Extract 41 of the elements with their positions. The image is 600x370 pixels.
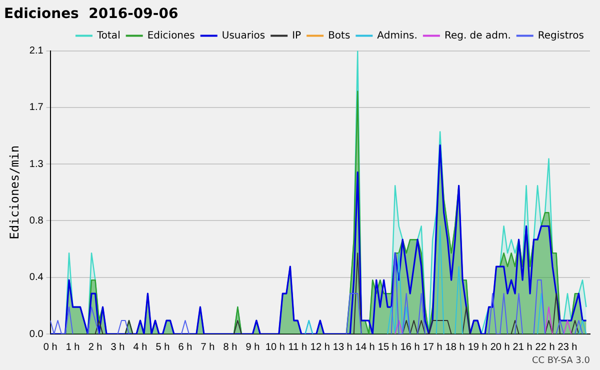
x-tick-label: 13 h xyxy=(332,342,352,353)
x-tick-label: 2 h xyxy=(88,342,102,353)
y-tick-label: 1.7 xyxy=(29,102,44,114)
x-tick-label: 20 h xyxy=(490,342,510,353)
x-tick-label: 11 h xyxy=(288,342,308,353)
x-tick-label: 23 h xyxy=(558,342,578,353)
y-tick-label: 2.1 xyxy=(29,46,44,57)
legend-label: IP xyxy=(292,30,302,42)
legend-label: Usuarios xyxy=(222,30,266,42)
chart-title: Ediciones 2016-09-06 xyxy=(4,6,178,22)
x-tick-label: 15 h xyxy=(378,342,398,353)
x-tick-label: 19 h xyxy=(468,342,488,353)
x-tick-label: 1 h xyxy=(66,342,80,353)
legend-label: Bots xyxy=(328,30,350,42)
y-tick-label: 0.8 xyxy=(29,215,44,226)
legend-label: Reg. de adm. xyxy=(444,30,511,42)
x-tick-label: 0 h xyxy=(43,342,58,353)
legend-label: Total xyxy=(96,30,120,42)
legend-label: Registros xyxy=(538,30,584,42)
y-tick-label: 0.0 xyxy=(29,328,44,340)
legend-label: Admins. xyxy=(377,30,418,42)
x-tick-label: 21 h xyxy=(512,342,532,353)
y-axis-title: Ediciones/min xyxy=(7,145,22,240)
legend-label: Ediciones xyxy=(147,30,195,42)
x-tick-label: 8 h xyxy=(223,342,238,353)
x-tick-label: 9 h xyxy=(246,342,260,353)
text: CC BY-SA 3.0 xyxy=(532,356,590,366)
x-tick-label: 22 h xyxy=(535,342,555,353)
x-tick-label: 3 h xyxy=(110,342,125,353)
x-tick-label: 4 h xyxy=(133,342,148,353)
x-tick-label: 5 h xyxy=(156,342,170,353)
y-tick-label: 1.3 xyxy=(29,158,44,170)
x-tick-label: 7 h xyxy=(200,342,215,353)
x-tick-label: 18 h xyxy=(445,342,465,353)
y-tick-label: 0.4 xyxy=(29,272,44,284)
x-tick-label: 6 h xyxy=(178,342,192,353)
x-tick-label: 10 h xyxy=(265,342,285,353)
x-tick-label: 16 h xyxy=(400,342,420,353)
x-tick-label: 14 h xyxy=(355,342,375,353)
x-tick-label: 17 h xyxy=(422,342,442,353)
x-tick-label: 12 h xyxy=(310,342,330,353)
